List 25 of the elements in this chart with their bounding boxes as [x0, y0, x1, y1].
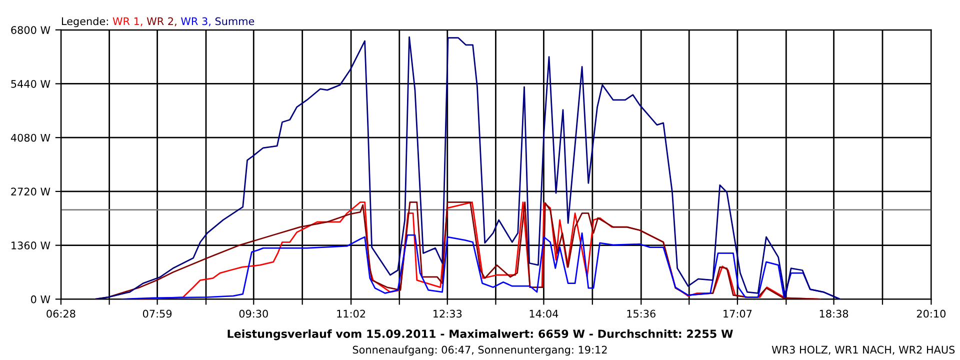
y-tick-label: 5440 W	[11, 80, 50, 88]
y-tick-label: 1360 W	[12, 242, 50, 250]
x-tick-label: 11:02	[337, 310, 365, 318]
x-tick-label: 12:33	[434, 310, 462, 318]
text: WR 3,	[181, 17, 210, 26]
y-tick-label: 4080 W	[10, 134, 50, 142]
x-tick-label: 17:07	[724, 310, 752, 318]
x-tick-label: 18:38	[820, 310, 848, 318]
text: Leistungsverlauf vom 15.09.2011 - Maximalwert: 6659 W - Durchschnitt: 2255 W	[228, 329, 733, 340]
x-tick-label: 20:10	[916, 310, 946, 318]
y-tick-label: 2720 W	[11, 188, 50, 196]
x-tick-label: 07:59	[142, 310, 172, 318]
line-series	[94, 36, 841, 300]
y-tick-label: 0 W	[30, 295, 50, 304]
x-tick-label: 06:28	[46, 310, 76, 318]
x-tick-label: 09:30	[239, 310, 268, 318]
legend-title: Legende:	[62, 17, 108, 28]
text: WR3 HOLZ, WR1 NACH, WR2 HAUS	[772, 346, 955, 355]
x-tick-label: 14:04	[530, 310, 558, 318]
text: WR 1,	[112, 17, 142, 26]
text: Sonnenaufgang: 06:47, Sonnenuntergang: 19:12	[352, 346, 607, 356]
y-tick-label: 6800 W	[11, 26, 50, 34]
text: WR 2,	[146, 17, 176, 26]
text: Summe	[215, 17, 254, 26]
x-tick-label: 15:36	[627, 310, 656, 318]
